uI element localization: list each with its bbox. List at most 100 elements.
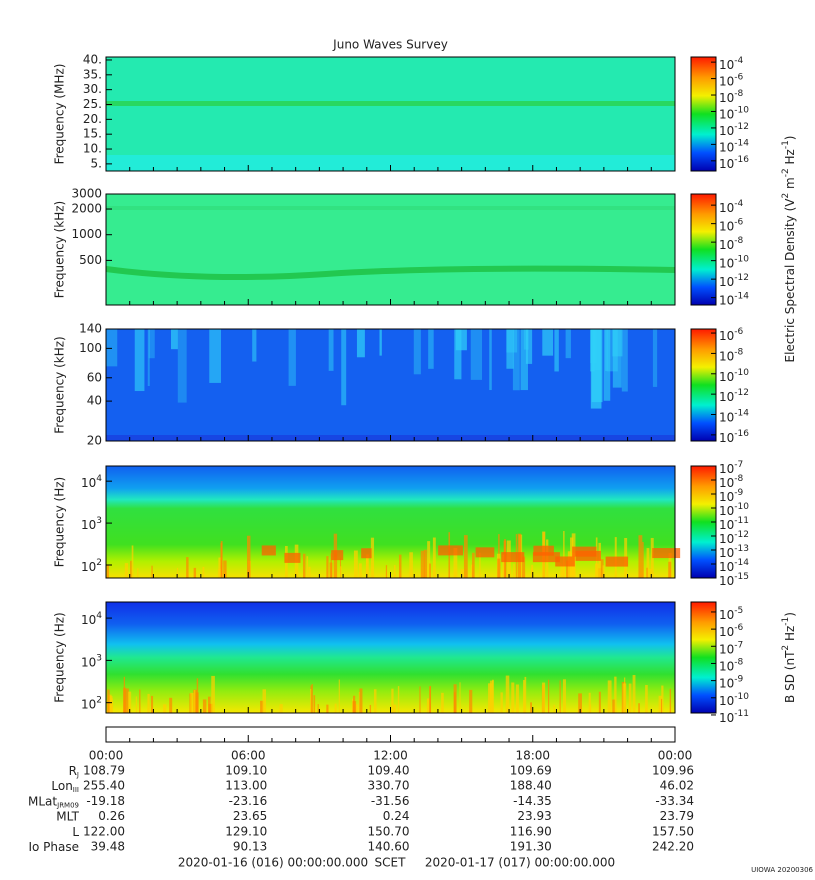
spectrogram-cell	[470, 329, 483, 380]
text-part: 10	[719, 238, 734, 252]
colorbar-tick-label: 10-14	[719, 138, 749, 154]
spectrogram-cell	[338, 679, 340, 713]
colorbar-tick-label: 10-15	[719, 572, 749, 588]
spectrogram-cell	[455, 329, 467, 351]
spectrogram-cell	[193, 567, 197, 578]
colorbar-tick-label: 10-4	[719, 56, 744, 72]
spectrogram-cell	[530, 702, 532, 713]
spectrogram-cell	[356, 329, 365, 358]
spectrogram-cell	[207, 696, 211, 713]
spectrogram-band	[105, 265, 676, 281]
colorbar	[690, 601, 717, 714]
spectrogram-cell	[559, 680, 561, 713]
spectrogram	[106, 57, 675, 171]
spectrogram-cell	[511, 682, 515, 713]
text-part: -13	[734, 544, 749, 554]
colorbar-label: B SD (nT2 Hz-1)	[781, 612, 797, 703]
spectrogram	[105, 194, 676, 305]
spectrogram-cell	[515, 684, 519, 713]
spectrogram-cell	[563, 531, 565, 578]
spectrogram-cell	[454, 329, 462, 380]
text-part: 10	[719, 462, 734, 476]
text-part: 10	[719, 430, 734, 444]
spectrogram-cell	[354, 704, 359, 713]
y-tick-label: 60	[87, 370, 102, 384]
colorbar-tick-label: 10-14	[719, 408, 749, 424]
spectrogram-cell	[202, 566, 205, 578]
text-part: 10	[719, 58, 734, 72]
spectrogram-cell	[366, 554, 369, 578]
colorbar-label: Electric Spectral Density (V2 m-2 Hz-1)	[781, 135, 797, 362]
y-tick-label: 1000	[71, 227, 102, 241]
y-tick-label: 15.	[83, 127, 102, 141]
spectrogram-cell	[628, 683, 632, 713]
text-part: -6	[734, 217, 743, 227]
colorbar	[690, 328, 717, 442]
spectrogram	[106, 329, 675, 441]
colorbar-tick-label: 10-12	[719, 273, 749, 289]
spectrogram-cell	[170, 329, 178, 350]
text-part: 10	[81, 613, 96, 627]
text-part: -7	[734, 640, 743, 650]
spectrogram-cell	[429, 563, 431, 578]
spectrogram-cell	[428, 329, 434, 369]
spectrogram-cell	[317, 704, 319, 713]
text-part: -4	[734, 56, 743, 66]
spectrogram-cell	[310, 688, 312, 713]
spectrogram-cell	[661, 685, 664, 713]
text-part: 4	[96, 611, 102, 621]
spectrogram-cell	[489, 329, 492, 391]
ephemeris-value: 23.93	[517, 809, 551, 823]
ephemeris-value: 140.60	[368, 840, 410, 854]
spectrogram-cell	[279, 704, 283, 713]
colorbar-tick-label: 10-6	[719, 623, 744, 639]
spectrogram-cell	[137, 568, 139, 578]
text-part: 10	[719, 518, 734, 532]
ephemeris-label: MLT	[56, 809, 79, 823]
ephemeris-value: 23.65	[233, 809, 267, 823]
ephemeris-value: 23.79	[660, 809, 694, 823]
text-part: -11	[734, 516, 749, 526]
text-part: -1	[781, 617, 791, 626]
ephemeris-value: 39.48	[91, 840, 125, 854]
ephemeris-value: 109.69	[510, 764, 552, 778]
text-part: 10	[719, 256, 734, 270]
spectrogram-cell	[606, 329, 618, 372]
text-part: -8	[734, 474, 743, 484]
colorbar-tick-label: 10-6	[719, 72, 744, 88]
spectrogram-cell	[409, 552, 413, 578]
text-part: -2	[781, 168, 791, 177]
spectrogram-cell	[358, 692, 360, 713]
spectrogram-cell	[223, 560, 227, 578]
spectrogram-cell	[261, 545, 276, 556]
spectrogram-cell	[353, 550, 358, 578]
spectrogram-cell	[106, 329, 118, 367]
x-tick-label: 00:00	[658, 749, 693, 763]
spectrogram-cell	[565, 329, 571, 359]
spectrogram-cell	[532, 552, 560, 563]
spectrogram-cell	[326, 704, 329, 713]
text-part: 10	[719, 349, 734, 363]
colorbar-tick-label: 10-6	[719, 217, 744, 233]
text-part: 10	[719, 625, 734, 639]
spectrogram-cell	[463, 535, 468, 578]
spectrogram-cell	[220, 543, 223, 578]
y-tick-label: 2000	[71, 202, 102, 216]
colorbar-tick-label: 10-10	[719, 254, 749, 270]
text-part: -16	[734, 154, 749, 164]
spectrogram-cell	[554, 329, 559, 372]
spectrogram-cell	[646, 567, 648, 578]
spectrogram-cell	[453, 547, 458, 578]
y-axis-label: Frequency (MHz)	[53, 64, 67, 165]
text-part: 2	[781, 645, 791, 651]
ephemeris-value: -33.34	[655, 794, 694, 808]
text-part: 10	[719, 140, 734, 154]
spectrogram-cell	[497, 558, 501, 578]
spectrogram-cell	[106, 329, 675, 441]
ephemeris-value: 330.70	[368, 779, 410, 793]
spectrogram-cell	[262, 689, 267, 713]
spectrogram-cell	[531, 564, 534, 578]
spectrogram-cell	[660, 698, 663, 713]
y-tick-label: 35.	[83, 67, 102, 81]
y-tick-label: 104	[81, 474, 102, 490]
